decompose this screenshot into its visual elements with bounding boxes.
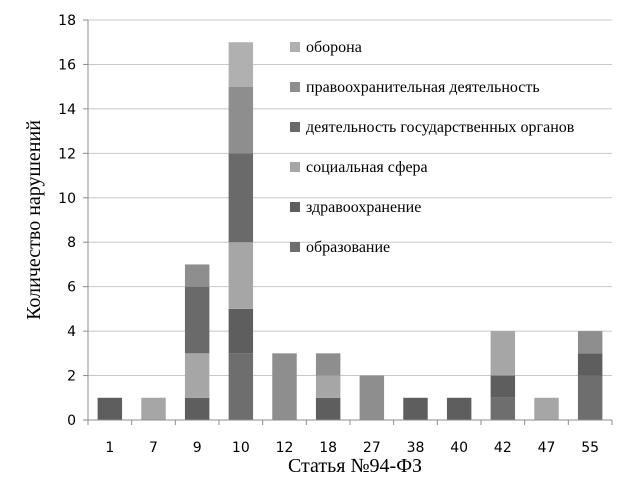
bar-segment-42-s1 [490, 375, 516, 398]
bar-segment-10-s3 [228, 153, 254, 243]
bar-segment-18-s2 [315, 375, 341, 398]
x-tick-label-42: 42 [494, 440, 512, 456]
x-tick-label-55: 55 [581, 440, 599, 456]
x-tick-label-40: 40 [450, 440, 468, 456]
y-tick-label-4: 8 [67, 235, 76, 251]
y-tick-label-0: 0 [67, 413, 76, 429]
x-tick-label-38: 38 [407, 440, 425, 456]
bar-segment-55-s0 [577, 375, 603, 420]
legend-swatch-0 [290, 42, 300, 52]
x-tick-label-7: 7 [149, 440, 158, 456]
legend-label-3: социальная сфера [306, 159, 428, 176]
x-tick-label-47: 47 [538, 440, 556, 456]
legend-label-5: образование [306, 239, 390, 256]
bar-segment-10-s1 [228, 308, 254, 354]
legend-swatch-1 [290, 82, 300, 92]
x-tick-label-12: 12 [276, 440, 294, 456]
bar-segment-42-s2 [490, 331, 516, 376]
x-tick-labels: 1 7 9 10 12 18 27 38 40 42 47 55 [105, 440, 599, 456]
bar-segment-9-s1 [184, 397, 210, 420]
legend-swatch-5 [290, 242, 300, 252]
y-tick-label-1: 2 [67, 369, 76, 385]
y-tick-labels: 0 2 4 6 8 10 12 14 16 18 [58, 13, 76, 429]
x-tick-label-9: 9 [193, 440, 202, 456]
bar-segment-9-s3 [184, 286, 210, 354]
y-axis-title: Количество нарушений [23, 120, 45, 320]
bar-segment-1-s1 [97, 397, 123, 420]
legend-swatch-3 [290, 162, 300, 172]
bar-segment-10-s0 [228, 353, 254, 420]
bar-segment-55-s4 [577, 331, 603, 354]
bar-segment-7-s2 [141, 397, 166, 420]
legend-label-4: здравоохранение [306, 199, 421, 216]
bar-segment-27-s4 [359, 375, 385, 420]
x-tick-label-1: 1 [105, 440, 114, 456]
x-axis-title: Статья №94-ФЗ [288, 455, 422, 477]
bars [97, 42, 603, 420]
axes [83, 19, 613, 425]
x-tick-label-10: 10 [232, 440, 250, 456]
x-tick-label-27: 27 [363, 440, 381, 456]
legend-label-2: деятельность государственных органов [306, 119, 575, 136]
legend: оборона правоохранительная деятельность де… [290, 39, 575, 256]
bar-segment-12-s4 [272, 353, 297, 420]
legend-swatch-2 [290, 122, 300, 132]
bar-segment-18-s4 [315, 353, 341, 376]
legend-swatch-4 [290, 202, 300, 212]
y-tick-label-8: 16 [58, 57, 76, 73]
y-tick-label-9: 18 [58, 13, 76, 29]
bar-segment-47-s2 [534, 397, 559, 420]
x-tick-label-18: 18 [319, 440, 337, 456]
bar-segment-9-s2 [184, 353, 210, 398]
bar-segment-38-s1 [403, 397, 428, 420]
bar-segment-42-s0 [490, 397, 516, 420]
bar-segment-18-s1 [315, 397, 341, 420]
gridlines [88, 19, 612, 377]
bar-segment-10-s2 [228, 242, 254, 309]
legend-label-0: оборона [306, 39, 362, 56]
y-tick-label-7: 14 [58, 102, 76, 118]
y-tick-label-2: 4 [67, 324, 76, 340]
y-tick-label-5: 10 [58, 191, 76, 207]
bar-segment-10-s4 [228, 86, 254, 154]
bar-segment-40-s1 [446, 397, 472, 420]
bar-segment-10-s5 [228, 42, 254, 87]
legend-label-1: правоохранительная деятельность [306, 79, 540, 96]
y-tick-label-6: 12 [58, 146, 76, 162]
bar-segment-9-s4 [184, 264, 210, 287]
y-tick-label-3: 6 [67, 280, 76, 296]
bar-segment-55-s1 [577, 353, 603, 376]
